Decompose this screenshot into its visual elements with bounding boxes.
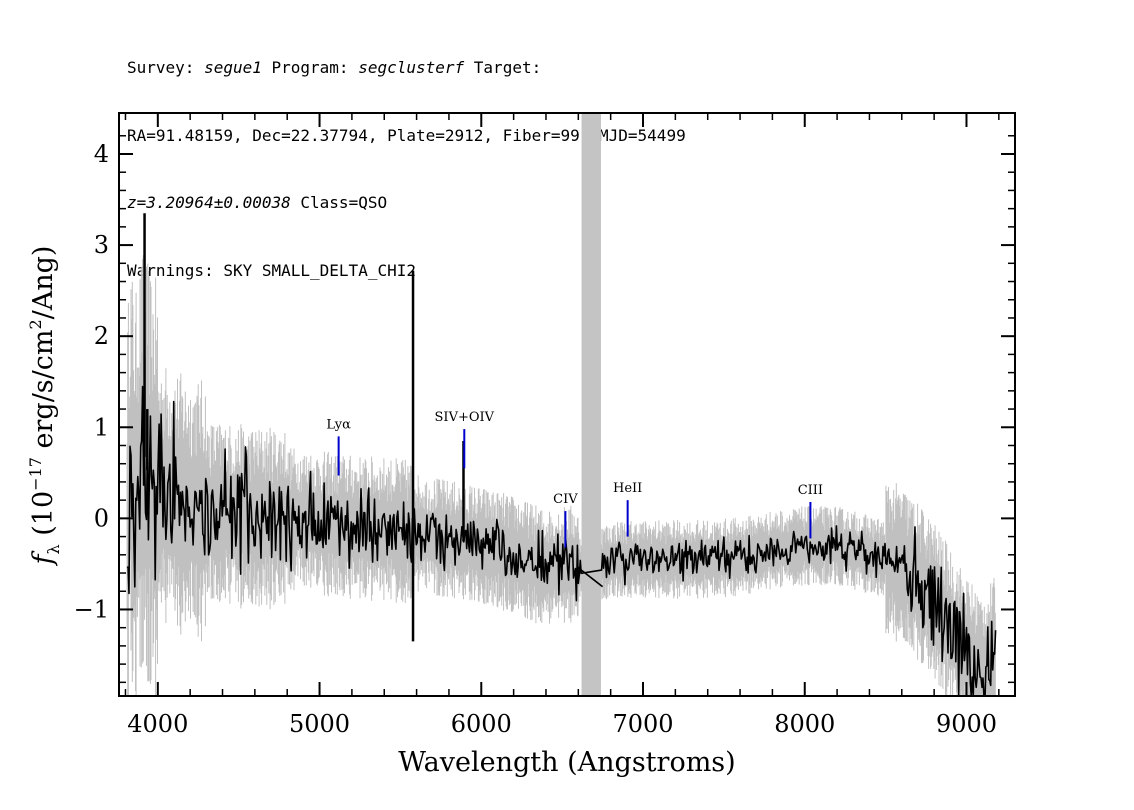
plot-frame <box>118 112 1016 697</box>
emission-line-label: Lyα <box>326 417 351 432</box>
y-tick-label: 0 <box>94 504 109 532</box>
emission-line-label: CIII <box>798 483 823 498</box>
svg-text:fλ (10−17 erg/s/cm2/Ang): fλ (10−17 erg/s/cm2/Ang) <box>26 246 63 567</box>
y-tick-label: 3 <box>94 231 109 259</box>
x-tick-label: 4000 <box>127 710 188 738</box>
x-tick-label: 5000 <box>289 710 350 738</box>
axis-ticks: 4000 5000 6000 7000 8000 9000 −1 0 1 2 3 4 <box>74 113 1015 738</box>
flux-mask-bridge <box>576 565 604 588</box>
header-line-3: z=3.20964±0.00038 Class=QSO <box>127 192 686 215</box>
emission-line-label: CIV <box>553 492 578 507</box>
masked-band <box>581 113 601 696</box>
y-tick-label: 1 <box>94 413 109 441</box>
emission-line-label: HeII <box>613 481 642 496</box>
flux-layer <box>126 213 997 696</box>
y-tick-label: −1 <box>74 595 109 623</box>
header-line-1: Survey: segue1 Program: segclusterf Targ… <box>127 57 686 80</box>
program-value: segclusterf <box>358 58 465 77</box>
spectrum-header: Survey: segue1 Program: segclusterf Targ… <box>127 12 686 305</box>
class-value: Class=QSO <box>290 193 388 212</box>
emission-line-label: SIV+OIV <box>435 410 495 425</box>
program-label: Program: <box>261 58 359 77</box>
flux-series <box>126 385 997 696</box>
header-line-2: RA=91.48159, Dec=22.37794, Plate=2912, F… <box>127 125 686 145</box>
x-axis-label: Wavelength (Angstroms) <box>398 747 735 778</box>
emission-lines-layer: Lyα SIV+OIV CIV HeII CIII <box>326 410 823 548</box>
y-tick-label: 2 <box>94 322 109 350</box>
survey-value: segue1 <box>204 58 262 77</box>
masked-band-layer <box>581 113 601 696</box>
y-tick-label: 4 <box>94 140 109 168</box>
x-tick-label: 8000 <box>774 710 835 738</box>
redshift-value: z=3.20964±0.00038 <box>127 193 291 212</box>
x-tick-label: 7000 <box>612 710 673 738</box>
x-tick-label: 6000 <box>451 710 512 738</box>
survey-label: Survey: <box>127 58 205 77</box>
y-axis-label: fλ (10−17 erg/s/cm2/Ang) <box>26 246 63 567</box>
x-tick-label: 9000 <box>936 710 997 738</box>
target-label: Target: <box>464 58 542 77</box>
